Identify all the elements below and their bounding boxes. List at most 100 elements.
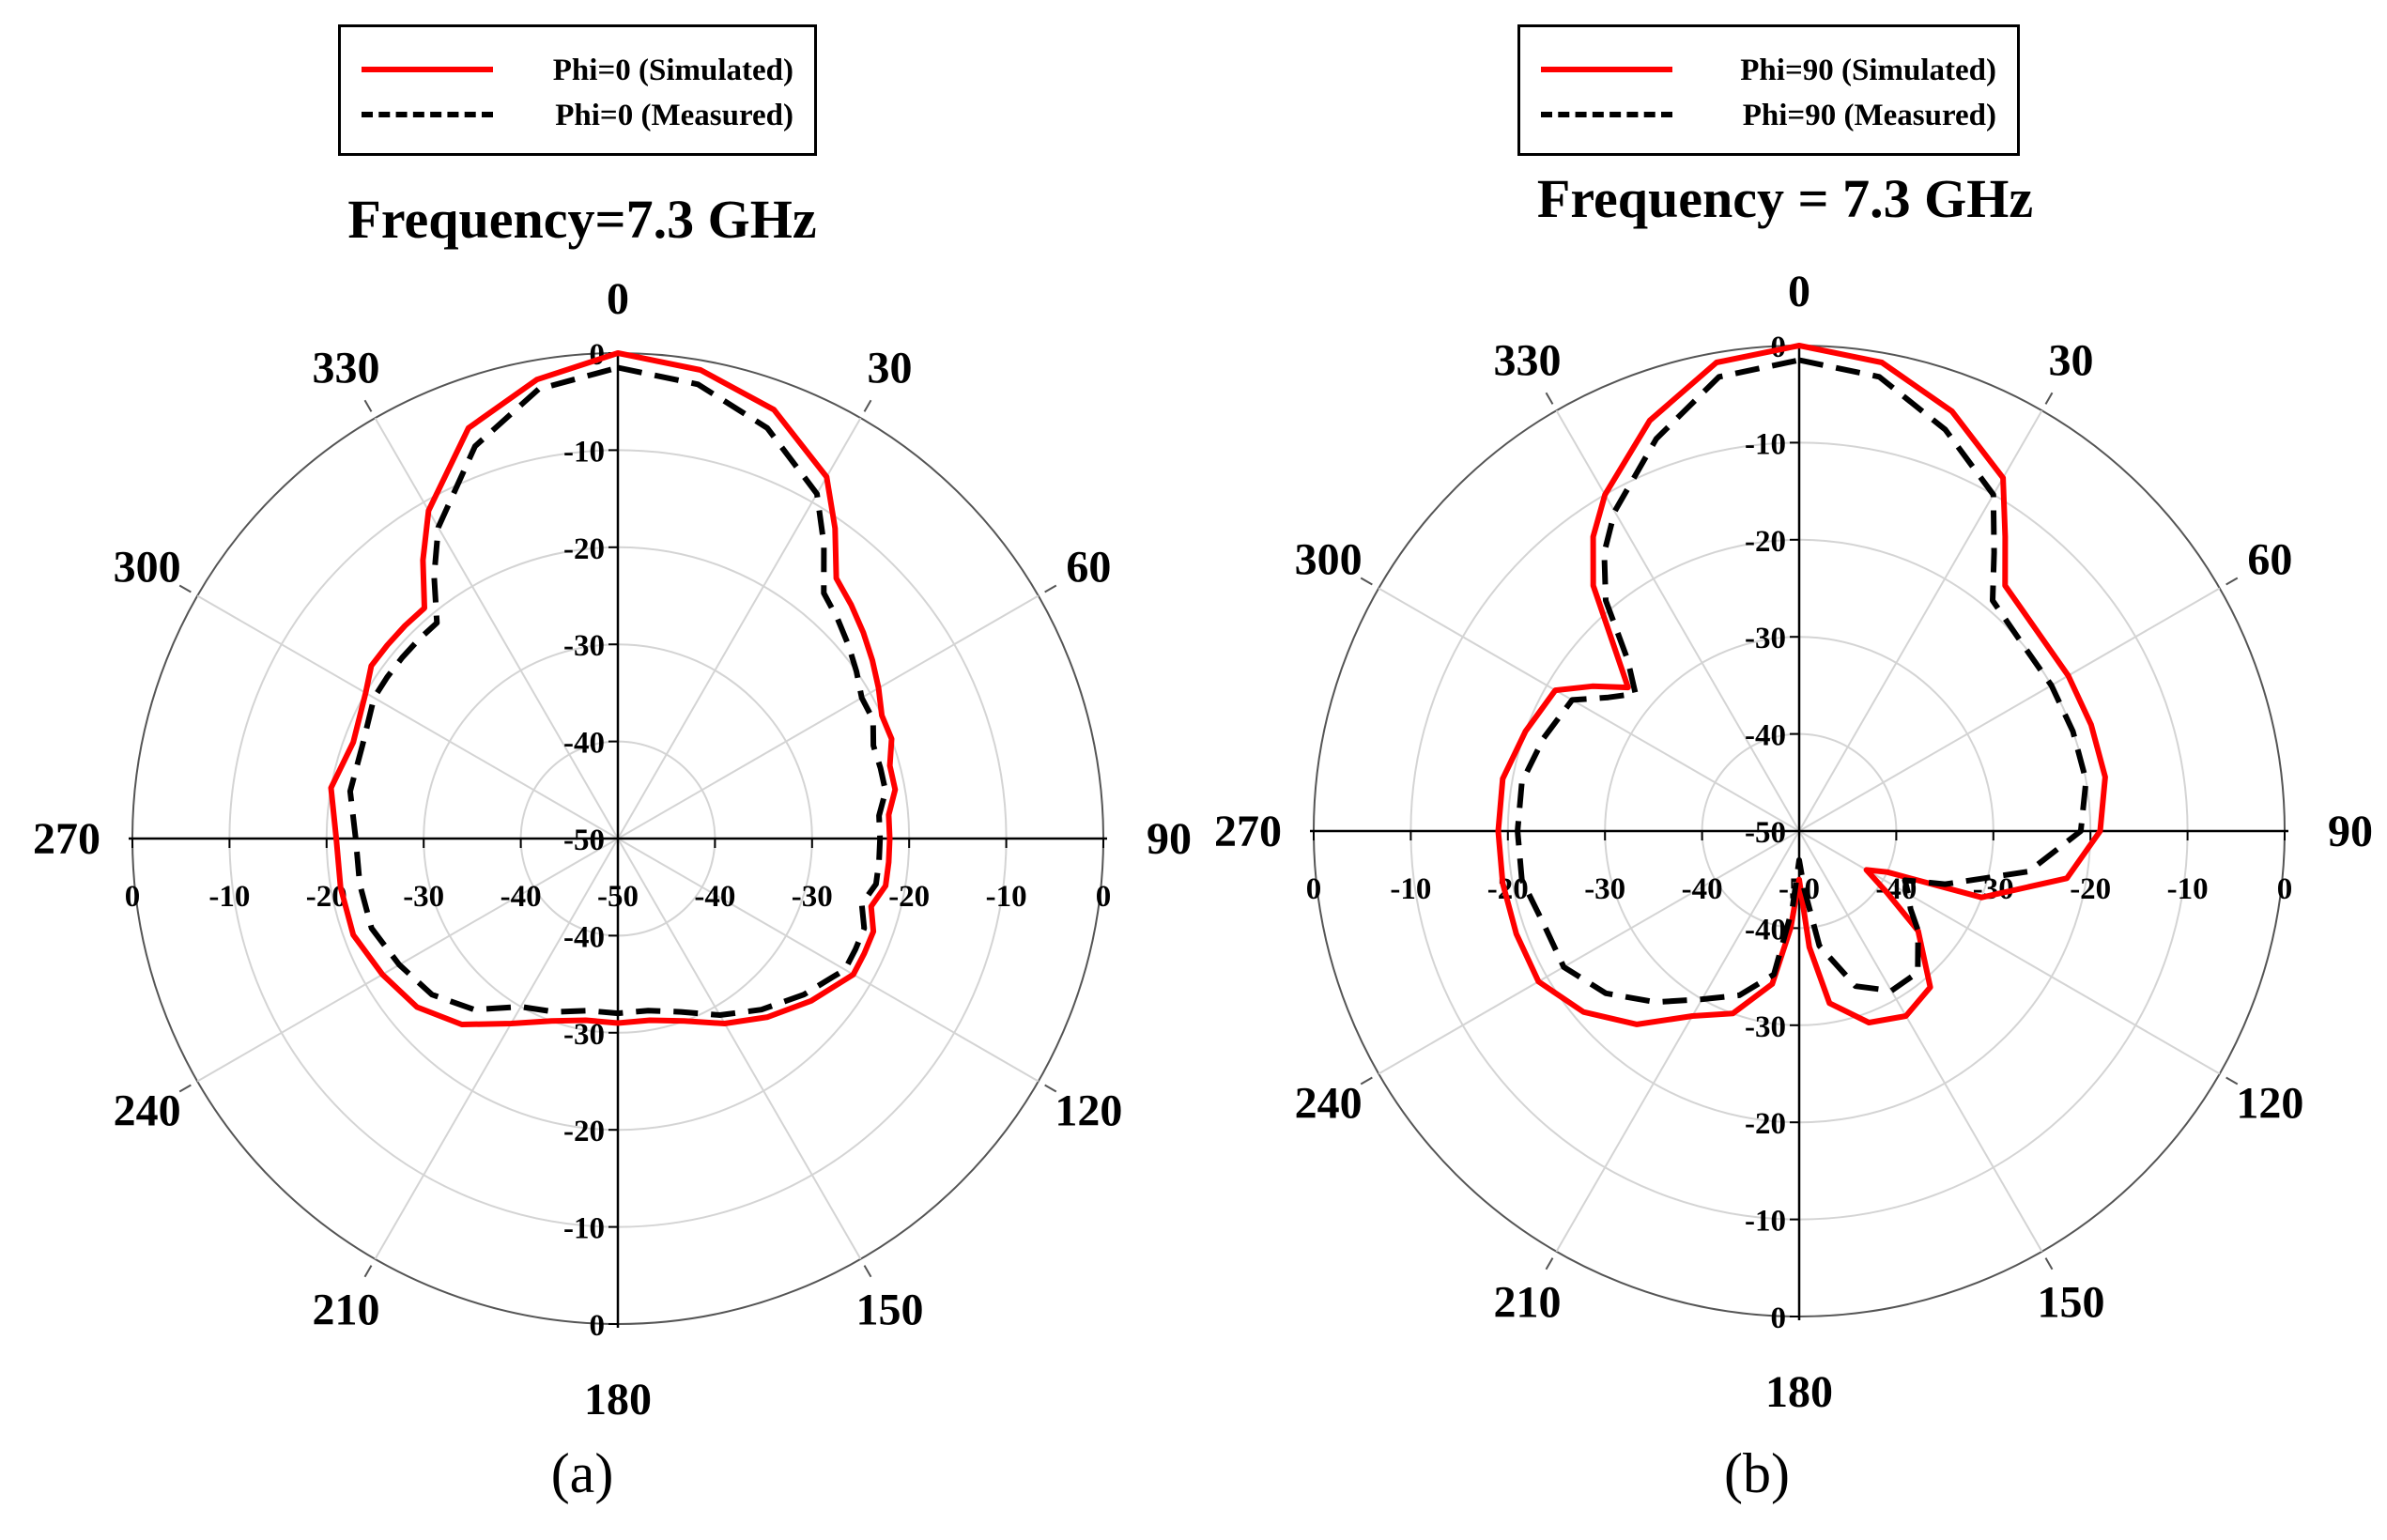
angle-tick-label: 30 <box>2049 336 2094 386</box>
angle-tick-label: 150 <box>856 1285 924 1334</box>
chart-panel-b: Phi=90 (Simulated) Phi=90 (Measured) Fre… <box>1194 0 2387 1540</box>
radial-grid-line <box>617 838 1040 1083</box>
y-axis-tick-label: -40 <box>1745 913 1786 947</box>
angle-tick-mark <box>2225 577 2239 586</box>
panel-caption: (b) <box>1724 1442 1790 1504</box>
y-axis-tick-label: -20 <box>1745 525 1786 559</box>
angle-tick-label: 90 <box>1147 814 1192 864</box>
angle-tick-label: 0 <box>607 274 629 324</box>
legend: Phi=0 (Simulated) Phi=0 (Measured) <box>338 24 817 156</box>
y-axis-tick-label: -40 <box>563 920 605 954</box>
chart-title: Frequency=7.3 GHz <box>347 189 817 250</box>
angle-tick-label: 120 <box>2236 1079 2303 1129</box>
measured-series-line <box>346 364 889 1018</box>
chart-title: Frequency = 7.3 GHz <box>1536 168 2034 229</box>
y-axis-tick-label: -10 <box>563 435 605 469</box>
angle-tick-mark <box>363 399 373 412</box>
simulated-series-line <box>328 350 899 1027</box>
angle-tick-mark <box>2044 1257 2054 1270</box>
y-axis-tick-label: -20 <box>1745 1107 1786 1141</box>
x-axis-tick-label: -10 <box>1390 872 1431 906</box>
x-axis-tick-label: 0 <box>1306 872 1322 906</box>
angle-tick-mark <box>1545 1257 1554 1270</box>
x-axis-tick-label: -10 <box>986 880 1027 914</box>
y-axis-tick-label: -50 <box>1745 816 1786 850</box>
x-axis-tick-label: -20 <box>888 880 930 914</box>
radial-grid-line <box>1555 409 1800 832</box>
x-axis-tick-label: -40 <box>694 880 735 914</box>
radial-grid-line <box>196 838 619 1083</box>
x-axis-tick-label: -10 <box>2167 872 2209 906</box>
legend: Phi=90 (Simulated) Phi=90 (Measured) <box>1517 24 2020 156</box>
legend-entry-simulated: Phi=90 (Simulated) <box>1520 50 2017 91</box>
x-axis-tick-label: -40 <box>500 880 542 914</box>
legend-swatch-dashed <box>1541 112 1672 117</box>
angle-tick-label: 300 <box>1295 535 1363 585</box>
x-axis-tick-label: 0 <box>125 880 141 914</box>
angle-tick-label: 60 <box>1066 543 1111 593</box>
legend-label: Phi=90 (Measured) <box>1742 99 1996 132</box>
radial-grid-line <box>1378 587 1800 832</box>
angle-tick-label: 270 <box>1214 807 1282 856</box>
angle-tick-label: 90 <box>2328 807 2373 856</box>
angle-tick-label: 210 <box>1494 1277 1562 1327</box>
angle-tick-label: 300 <box>114 543 181 593</box>
x-axis-tick-label: -30 <box>403 880 444 914</box>
angle-tick-mark <box>178 1084 192 1093</box>
angle-tick-label: 150 <box>2038 1277 2105 1327</box>
legend-swatch-solid <box>362 67 493 72</box>
radial-grid-line <box>374 838 619 1260</box>
radial-grid-line <box>1798 587 2221 832</box>
legend-entry-measured: Phi=0 (Measured) <box>341 95 814 136</box>
angle-tick-label: 180 <box>1765 1367 1833 1417</box>
angle-tick-mark <box>863 1265 872 1278</box>
radial-grid-line <box>617 594 1040 839</box>
angle-tick-label: 60 <box>2247 535 2292 585</box>
radial-grid-line <box>1798 830 2221 1075</box>
angle-tick-label: 240 <box>114 1086 181 1136</box>
y-axis-tick-label: -50 <box>563 824 605 857</box>
angle-tick-label: 240 <box>1295 1079 1363 1129</box>
chart-panel-a: Phi=0 (Simulated) Phi=0 (Measured) Frequ… <box>33 24 1192 1504</box>
angle-tick-label: 180 <box>584 1375 652 1424</box>
y-axis-tick-label: -10 <box>1745 427 1786 461</box>
y-axis-tick-label: -30 <box>1745 622 1786 655</box>
x-axis-tick-label: -30 <box>1584 872 1625 906</box>
y-axis-tick-label: -40 <box>563 727 605 761</box>
x-axis-tick-label: -30 <box>792 880 833 914</box>
angle-tick-label: 0 <box>1788 267 1810 316</box>
y-axis-tick-label: 0 <box>590 338 606 372</box>
x-axis-tick-label: -20 <box>2070 872 2111 906</box>
radial-grid-line <box>196 594 619 839</box>
measured-series-line <box>1515 357 2089 1006</box>
angle-tick-mark <box>1044 584 1057 593</box>
x-axis-tick-label: 0 <box>1096 880 1112 914</box>
angle-tick-mark <box>363 1265 373 1278</box>
angle-tick-label: 210 <box>313 1285 380 1334</box>
angle-tick-mark <box>2225 1076 2239 1086</box>
y-axis-tick-label: -30 <box>1745 1010 1786 1044</box>
y-axis-tick-label: -20 <box>563 1115 605 1148</box>
legend-label: Phi=0 (Simulated) <box>552 54 793 87</box>
angle-tick-label: 270 <box>33 814 100 864</box>
y-axis-tick-label: -20 <box>563 532 605 566</box>
panel-caption: (a) <box>550 1442 614 1504</box>
x-axis-tick-label: -40 <box>1682 872 1723 906</box>
angle-tick-label: 120 <box>1055 1086 1122 1136</box>
legend-label: Phi=90 (Simulated) <box>1740 54 1996 87</box>
angle-tick-mark <box>1360 1076 1373 1086</box>
radial-grid-line <box>617 417 862 839</box>
legend-swatch-solid <box>1541 67 1672 72</box>
angle-tick-mark <box>1360 577 1373 586</box>
polar-plot: 0 -10 -20 -30 -40 -50 -40 -30 -20 -10 0 0 -10 -20 -30 -… <box>1214 267 2373 1417</box>
y-axis-tick-label: -40 <box>1745 719 1786 753</box>
angle-tick-mark <box>2044 392 2054 405</box>
angle-tick-label: 30 <box>868 344 913 393</box>
y-axis-tick-label: 0 <box>590 1309 606 1343</box>
simulated-series-line <box>1495 343 2108 1027</box>
radial-grid-line <box>1798 830 2043 1253</box>
y-axis-tick-label: -10 <box>563 1212 605 1246</box>
legend-entry-measured: Phi=90 (Measured) <box>1520 95 2017 136</box>
x-axis-tick-label: -50 <box>597 880 639 914</box>
angle-tick-mark <box>1545 392 1554 405</box>
